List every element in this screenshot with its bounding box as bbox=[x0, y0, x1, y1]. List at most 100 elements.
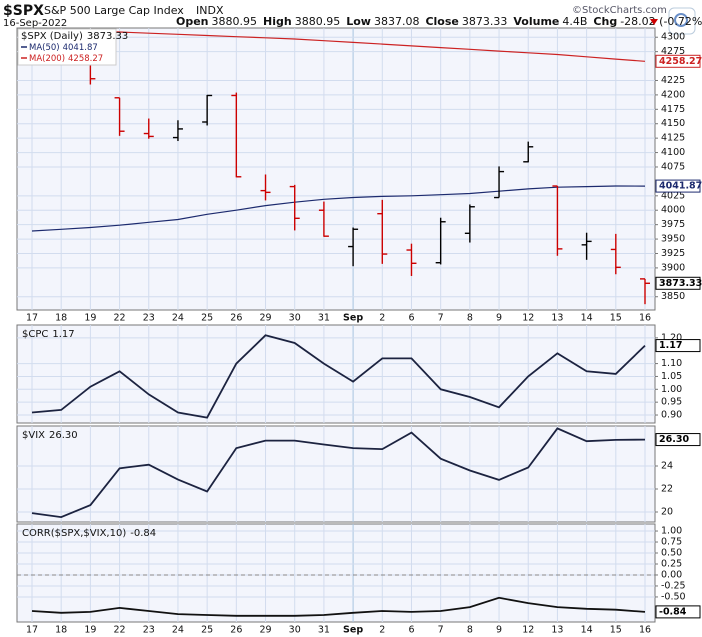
y-tick-label: 4300 bbox=[661, 32, 685, 43]
series-line bbox=[31, 427, 646, 519]
legend-name: MA(200) bbox=[29, 54, 65, 64]
legend-entry: MA(50) 4041.87 bbox=[29, 43, 98, 53]
field-value: 3880.95 bbox=[212, 15, 258, 28]
field-value: 3873.33 bbox=[462, 15, 508, 28]
panel-background bbox=[16, 27, 656, 311]
field-label: Close bbox=[425, 15, 458, 28]
y-tick-label: 4225 bbox=[661, 75, 685, 86]
panel-title: $CPC 1.17 bbox=[22, 329, 75, 340]
x-tick-label: 7 bbox=[438, 313, 444, 324]
symbol: $SPX bbox=[3, 3, 44, 19]
panel-name: $VIX bbox=[22, 430, 45, 441]
y-tick-label: 0.90 bbox=[661, 410, 682, 421]
legend-entry: MA(200) 4258.27 bbox=[29, 54, 103, 64]
y-tick-label: 4275 bbox=[661, 46, 685, 57]
x-tick-label: 25 bbox=[201, 313, 213, 324]
legend-value: 4258.27 bbox=[68, 54, 103, 64]
value-tag-box bbox=[655, 179, 701, 193]
field-label: Open bbox=[176, 15, 209, 28]
panel-background bbox=[16, 425, 656, 523]
x-tick-label: Sep bbox=[343, 313, 363, 324]
field-value: 4.4B bbox=[562, 15, 587, 28]
x-tick-label: 2 bbox=[379, 313, 385, 324]
value-tag-box bbox=[655, 339, 701, 353]
x-tick-label: 18 bbox=[55, 313, 67, 324]
logo-icon[interactable] bbox=[668, 7, 696, 35]
y-tick-label: 1.20 bbox=[661, 332, 682, 343]
x-tick-label: 13 bbox=[551, 313, 563, 324]
x-tick-label: 22 bbox=[114, 625, 126, 636]
x-tick-label: 24 bbox=[172, 625, 184, 636]
header-values: Open 3880.95 High 3880.95 Low 3837.08 Close 387… bbox=[176, 15, 702, 28]
x-tick-label: 12 bbox=[522, 625, 534, 636]
legend-value: 4041.87 bbox=[63, 43, 98, 53]
legend-name: MA(50) bbox=[29, 43, 60, 53]
field-label: High bbox=[263, 15, 292, 28]
x-tick-label: 31 bbox=[318, 625, 330, 636]
x-tick-label: 25 bbox=[201, 625, 213, 636]
x-tick-label: 30 bbox=[289, 313, 301, 324]
panel-value: -0.84 bbox=[130, 528, 156, 539]
y-tick-label: 0.25 bbox=[661, 558, 682, 569]
x-tick-label: 30 bbox=[289, 625, 301, 636]
value-tag-box bbox=[655, 54, 701, 68]
field-label: Low bbox=[346, 15, 371, 28]
y-tick-label: 4175 bbox=[661, 104, 685, 115]
x-tick-label: 15 bbox=[610, 313, 622, 324]
y-tick-label: 1.05 bbox=[661, 371, 682, 382]
x-tick-label: 19 bbox=[84, 313, 96, 324]
x-tick-label: 22 bbox=[114, 313, 126, 324]
y-tick-label: 1.00 bbox=[661, 384, 682, 395]
x-tick-label: 17 bbox=[26, 313, 38, 324]
x-tick-label: 23 bbox=[143, 313, 155, 324]
legend-box bbox=[17, 28, 117, 66]
x-tick-label: 18 bbox=[55, 625, 67, 636]
x-tick-label: 8 bbox=[467, 625, 473, 636]
y-tick-label: 0.75 bbox=[661, 537, 682, 548]
series-line bbox=[31, 596, 646, 617]
value-tag-box bbox=[655, 276, 701, 290]
moving-average bbox=[31, 185, 646, 232]
x-tick-label: 14 bbox=[581, 313, 593, 324]
x-tick-label: 16 bbox=[639, 313, 651, 324]
x-tick-label: 26 bbox=[230, 313, 242, 324]
x-tick-label: 9 bbox=[496, 625, 502, 636]
date: 16-Sep-2022 bbox=[3, 18, 67, 29]
logo-icon-mark bbox=[674, 13, 688, 27]
field-label: Chg bbox=[593, 15, 617, 28]
y-tick-label: 24 bbox=[661, 461, 673, 472]
value-tag-box bbox=[655, 433, 701, 447]
header-fields: Open 3880.95 High 3880.95 Low 3837.08 Close 387… bbox=[176, 15, 702, 28]
value-tag: -0.84 bbox=[659, 606, 687, 617]
y-tick-label: 1.10 bbox=[661, 358, 682, 369]
panel-value: 1.17 bbox=[52, 329, 74, 340]
x-tick-label: 31 bbox=[318, 313, 330, 324]
panel-title: $VIX 26.30 bbox=[22, 430, 78, 441]
x-tick-label: 12 bbox=[522, 313, 534, 324]
y-tick-label: 4125 bbox=[661, 133, 685, 144]
y-tick-label: 4150 bbox=[661, 118, 685, 129]
value-tag: 4258.27 bbox=[659, 56, 702, 67]
source: ©StockCharts.com bbox=[572, 5, 667, 16]
x-tick-label: 15 bbox=[610, 625, 622, 636]
x-tick-label: 2 bbox=[379, 625, 385, 636]
moving-average bbox=[31, 28, 646, 62]
y-tick-label: 0.00 bbox=[661, 569, 682, 580]
field-label: Volume bbox=[513, 15, 559, 28]
legend-value: 3873.33 bbox=[87, 31, 128, 42]
y-tick-label: -0.50 bbox=[661, 591, 686, 602]
x-tick-label: 7 bbox=[438, 625, 444, 636]
y-tick-label: 4100 bbox=[661, 147, 685, 158]
y-tick-label: 4000 bbox=[661, 205, 685, 216]
field-value: -28.02 (-0.72%) bbox=[620, 15, 702, 28]
exchange: INDX bbox=[196, 4, 224, 17]
y-tick-label: 0.50 bbox=[661, 548, 682, 559]
x-tick-label: 17 bbox=[26, 625, 38, 636]
y-tick-label: 3950 bbox=[661, 234, 685, 245]
x-tick-label: 29 bbox=[259, 313, 271, 324]
legend-entry: $SPX (Daily) 3873.33 bbox=[21, 31, 128, 42]
x-tick-label: 9 bbox=[496, 313, 502, 324]
field-value: 3880.95 bbox=[295, 15, 341, 28]
panel-name: $CPC bbox=[22, 329, 48, 340]
